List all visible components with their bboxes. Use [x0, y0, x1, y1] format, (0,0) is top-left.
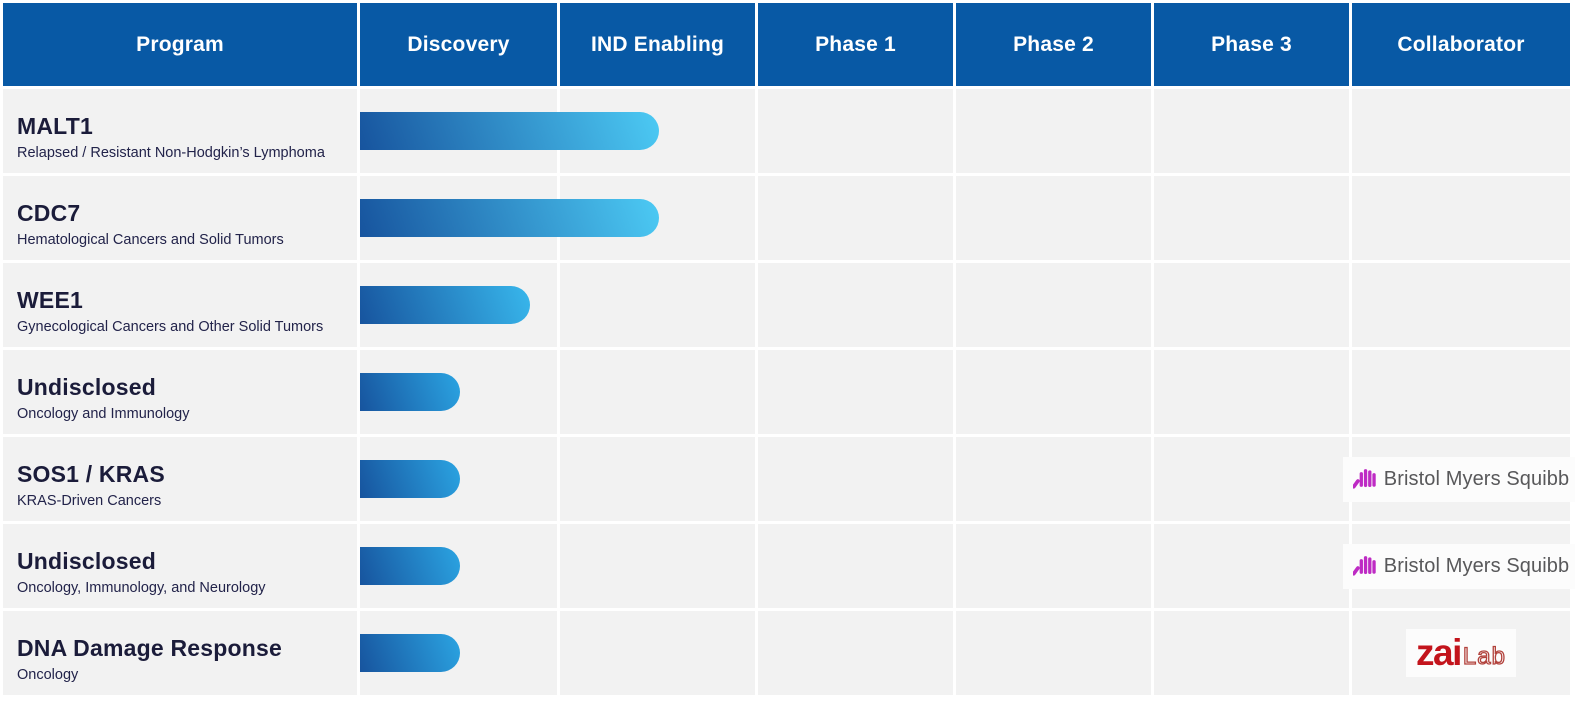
phase-cell-ind-enabling — [560, 524, 755, 608]
phase-cell-phase-1 — [758, 437, 953, 521]
program-row-sos1-kras: SOS1 / KRAS KRAS-Driven Cancers Bristol — [3, 437, 1575, 521]
program-row-undisclosed-1: Undisclosed Oncology and Immunology — [3, 350, 1570, 434]
program-description: Gynecological Cancers and Other Solid Tu… — [17, 319, 324, 336]
progress-bar — [360, 547, 460, 585]
phase-cell-phase-2 — [956, 524, 1151, 608]
phase-cell-ind-enabling — [560, 263, 755, 347]
progress-bar — [360, 373, 460, 411]
phase-cell-phase-2 — [956, 89, 1151, 173]
progress-bar — [360, 286, 530, 324]
program-row-dna-damage-response: DNA Damage Response Oncology zai Lab — [3, 611, 1570, 695]
phase-cell-ind-enabling — [560, 611, 755, 695]
phase-cell-phase-2 — [956, 263, 1151, 347]
phase-cell-ind-enabling — [560, 350, 755, 434]
column-header-collaborator: Collaborator — [1352, 3, 1570, 86]
collaborator-cell — [1352, 350, 1570, 434]
program-info: WEE1 Gynecological Cancers and Other Sol… — [3, 263, 357, 347]
progress-bar — [360, 199, 659, 237]
collaborator-cell: zai Lab — [1352, 611, 1570, 695]
program-description: Oncology and Immunology — [17, 406, 190, 423]
progress-bar — [360, 112, 659, 150]
pipeline-table: Program Discovery IND Enabling Phase 1 P… — [3, 3, 1575, 695]
bristol-myers-squibb-logo: Bristol Myers Squibb — [1342, 456, 1575, 502]
phase-cell-ind-enabling — [560, 437, 755, 521]
column-header-phase-3: Phase 3 — [1154, 3, 1349, 86]
progress-bar — [360, 460, 460, 498]
program-info: Undisclosed Oncology, Immunology, and Ne… — [3, 524, 357, 608]
table-header: Program Discovery IND Enabling Phase 1 P… — [3, 3, 1570, 86]
phase-cell-phase-3 — [1154, 176, 1349, 260]
program-description: KRAS-Driven Cancers — [17, 493, 162, 510]
program-name: Undisclosed — [17, 547, 156, 574]
program-description: Hematological Cancers and Solid Tumors — [17, 232, 284, 249]
phase-cell-phase-2 — [956, 176, 1151, 260]
program-name: SOS1 / KRAS — [17, 460, 165, 487]
program-info: CDC7 Hematological Cancers and Solid Tum… — [3, 176, 357, 260]
program-row-cdc7: CDC7 Hematological Cancers and Solid Tum… — [3, 176, 1570, 260]
phase-cell-phase-1 — [758, 176, 953, 260]
program-info: MALT1 Relapsed / Resistant Non-Hodgkin’s… — [3, 89, 357, 173]
phase-cell-phase-3 — [1154, 263, 1349, 347]
phase-cell-phase-2 — [956, 350, 1151, 434]
program-name: Undisclosed — [17, 373, 156, 400]
column-header-program: Program — [3, 3, 357, 86]
phase-cell-phase-3 — [1154, 611, 1349, 695]
program-name: DNA Damage Response — [17, 634, 282, 661]
program-name: CDC7 — [17, 199, 81, 226]
collaborator-cell: Bristol Myers Squibb — [1342, 524, 1575, 608]
phase-cell-phase-3 — [1154, 350, 1349, 434]
column-header-phase-2: Phase 2 — [956, 3, 1151, 86]
zai-lab-logo: zai Lab — [1406, 629, 1516, 677]
phase-cell-phase-1 — [758, 524, 953, 608]
bms-hand-icon — [1352, 555, 1376, 575]
progress-bar — [360, 634, 460, 672]
phase-cell-phase-3 — [1154, 524, 1349, 608]
program-description: Oncology, Immunology, and Neurology — [17, 580, 266, 597]
zai-lab-wordmark: Lab — [1462, 643, 1506, 671]
program-row-wee1: WEE1 Gynecological Cancers and Other Sol… — [3, 263, 1570, 347]
collaborator-name: Bristol Myers Squibb — [1383, 467, 1570, 490]
collaborator-cell — [1352, 263, 1570, 347]
collaborator-cell: Bristol Myers Squibb — [1342, 437, 1575, 521]
bristol-myers-squibb-logo: Bristol Myers Squibb — [1342, 543, 1575, 589]
column-header-ind-enabling: IND Enabling — [560, 3, 755, 86]
phase-cell-phase-2 — [956, 611, 1151, 695]
column-header-phase-1: Phase 1 — [758, 3, 953, 86]
phase-cell-phase-3 — [1154, 437, 1349, 521]
phase-cell-phase-3 — [1154, 89, 1349, 173]
program-name: WEE1 — [17, 286, 83, 313]
phase-cell-phase-1 — [758, 263, 953, 347]
phase-cell-phase-1 — [758, 611, 953, 695]
phase-cell-phase-1 — [758, 350, 953, 434]
program-row-undisclosed-2: Undisclosed Oncology, Immunology, and Ne… — [3, 524, 1575, 608]
phase-cell-phase-1 — [758, 89, 953, 173]
bms-hand-icon — [1352, 468, 1376, 488]
zai-wordmark: zai — [1416, 632, 1462, 674]
program-row-malt1: MALT1 Relapsed / Resistant Non-Hodgkin’s… — [3, 89, 1570, 173]
program-info: Undisclosed Oncology and Immunology — [3, 350, 357, 434]
program-info: DNA Damage Response Oncology — [3, 611, 357, 695]
program-description: Relapsed / Resistant Non-Hodgkin’s Lymph… — [17, 145, 325, 162]
program-description: Oncology — [17, 667, 79, 684]
collaborator-cell — [1352, 176, 1570, 260]
collaborator-name: Bristol Myers Squibb — [1383, 554, 1570, 577]
program-name: MALT1 — [17, 112, 93, 139]
collaborator-cell — [1352, 89, 1570, 173]
program-info: SOS1 / KRAS KRAS-Driven Cancers — [3, 437, 357, 521]
column-header-discovery: Discovery — [360, 3, 557, 86]
phase-cell-phase-2 — [956, 437, 1151, 521]
